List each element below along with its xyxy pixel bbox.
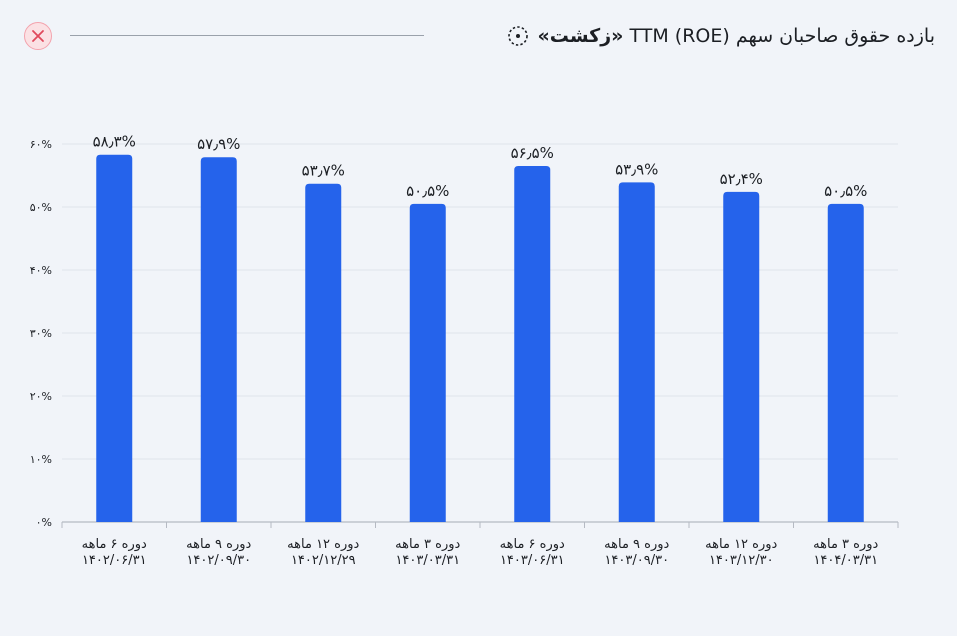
close-icon xyxy=(32,30,44,42)
data-label: ۵۷٫۹% xyxy=(197,135,240,153)
bar xyxy=(200,157,237,523)
x-tick-label-date: ۱۴۰۳/۰۳/۳۱ xyxy=(395,553,460,568)
data-label: ۵۰٫۵% xyxy=(406,182,449,200)
x-tick-label-period: دوره ۶ ماهه xyxy=(82,537,147,552)
bar xyxy=(827,203,864,522)
close-button[interactable] xyxy=(24,22,52,50)
x-tick-label-date: ۱۴۰۴/۰۳/۳۱ xyxy=(813,553,878,568)
y-tick-label: ۴۰% xyxy=(30,264,52,277)
y-tick-label: ۳۰% xyxy=(30,327,52,340)
chart-title-main: بازده حقوق صاحبان سهم TTM (ROE) xyxy=(623,25,935,47)
bar xyxy=(514,166,551,523)
y-tick-label: ۵۰% xyxy=(30,201,52,214)
data-label: ۵۲٫۴% xyxy=(720,170,763,188)
data-label: ۵۸٫۳% xyxy=(93,133,136,151)
data-label: ۵۶٫۵% xyxy=(511,144,554,162)
chart-header: بازده حقوق صاحبان سهم TTM (ROE) «زکشت» xyxy=(507,22,935,50)
chart-title: بازده حقوق صاحبان سهم TTM (ROE) «زکشت» xyxy=(537,25,935,47)
x-tick-label-period: دوره ۹ ماهه xyxy=(186,537,251,552)
y-tick-label: ۲۰% xyxy=(30,390,52,403)
x-tick-label-date: ۱۴۰۳/۰۶/۳۱ xyxy=(500,553,565,568)
x-tick-label-date: ۱۴۰۲/۰۹/۳۰ xyxy=(186,553,251,568)
bar xyxy=(723,191,760,522)
x-tick-label-period: دوره ۳ ماهه xyxy=(813,537,878,552)
y-tick-label: ۰% xyxy=(36,516,52,529)
x-tick-label-period: دوره ۶ ماهه xyxy=(500,537,565,552)
header-divider xyxy=(70,35,424,36)
dotted-circle-icon xyxy=(508,26,529,46)
bar xyxy=(305,183,342,522)
x-tick-label-period: دوره ۱۲ ماهه xyxy=(705,537,777,552)
y-tick-label: ۱۰% xyxy=(30,453,52,466)
bar xyxy=(618,182,655,522)
x-tick-label-date: ۱۴۰۳/۱۲/۳۰ xyxy=(709,553,774,568)
x-tick-label-period: دوره ۳ ماهه xyxy=(395,537,460,552)
data-label: ۵۳٫۹% xyxy=(615,160,658,178)
bar xyxy=(409,203,446,522)
y-tick-label: ۶۰% xyxy=(30,138,52,151)
x-tick-label-date: ۱۴۰۳/۰۹/۳۰ xyxy=(604,553,669,568)
x-tick-label-date: ۱۴۰۲/۰۶/۳۱ xyxy=(82,553,147,568)
chart-title-symbol: «زکشت» xyxy=(537,25,624,47)
bar xyxy=(96,154,133,522)
x-tick-label-date: ۱۴۰۲/۱۲/۲۹ xyxy=(291,553,356,568)
x-tick-label-period: دوره ۹ ماهه xyxy=(604,537,669,552)
data-label: ۵۳٫۷% xyxy=(302,162,345,180)
x-tick-label-period: دوره ۱۲ ماهه xyxy=(287,537,359,552)
data-label: ۵۰٫۵% xyxy=(824,182,867,200)
